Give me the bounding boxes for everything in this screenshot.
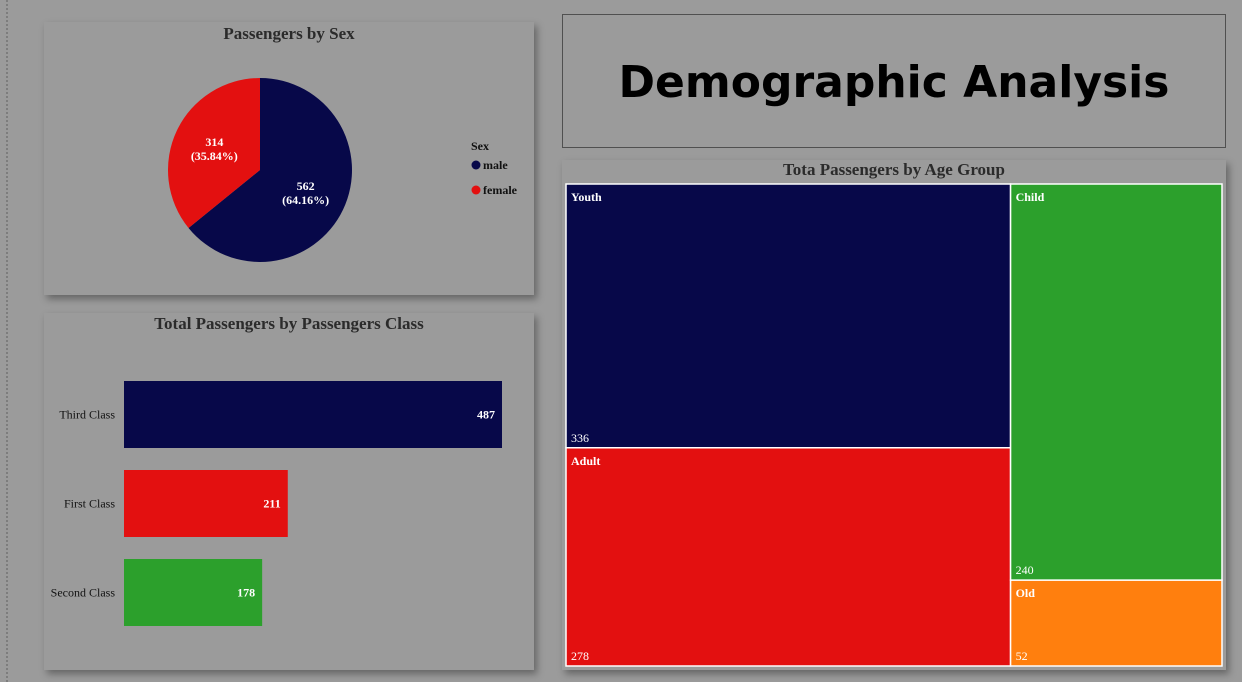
treemap-chart: Youth 336 Adult 278 Child 240 Old 52 <box>565 183 1223 667</box>
treemap-tile-youth[interactable] <box>565 183 1012 449</box>
bar-value-label: 487 <box>477 408 495 422</box>
pie-slice-female[interactable] <box>168 78 260 228</box>
legend-marker-female <box>471 185 481 195</box>
page-left-dotted-border <box>6 0 8 682</box>
legend-marker-male <box>471 160 481 170</box>
bar-category-label: Second Class <box>51 586 116 600</box>
bar-chart-title: Total Passengers by Passengers Class <box>154 314 424 333</box>
treemap-title: Tota Passengers by Age Group <box>783 160 1005 179</box>
bar-value-label: 211 <box>263 497 280 511</box>
pie-data-label-male: 562 (64.16%) <box>282 179 329 207</box>
bar-category-label: First Class <box>64 497 115 511</box>
treemap-tile-adult[interactable] <box>565 447 1012 667</box>
treemap-label-old: Old <box>1016 586 1036 600</box>
treemap-label-youth: Youth <box>571 190 602 204</box>
legend-label-female[interactable]: female <box>483 183 518 197</box>
passengers-by-age-group-panel: Tota Passengers by Age Group Youth 336 Adu… <box>562 160 1226 670</box>
treemap-label-adult: Adult <box>571 454 600 468</box>
treemap-tile-child[interactable] <box>1009 183 1223 581</box>
treemap-value-child: 240 <box>1016 563 1034 577</box>
pie-chart-title: Passengers by Sex <box>223 24 355 43</box>
dashboard-title: Demographic Analysis <box>618 57 1170 108</box>
passengers-by-sex-panel: Passengers by Sex 562 (64.16%) 314 (35.84%)… <box>44 22 534 295</box>
treemap-value-adult: 278 <box>571 649 589 663</box>
bar-first-class[interactable] <box>124 470 288 537</box>
treemap-label-child: Child <box>1016 190 1045 204</box>
dashboard-title-panel: Demographic Analysis <box>562 14 1226 148</box>
pie-data-label-female: 314 (35.84%) <box>191 135 238 163</box>
legend-title: Sex <box>471 139 489 153</box>
bar-second-class[interactable] <box>124 559 263 626</box>
legend-label-male[interactable]: male <box>483 158 508 172</box>
bar-third-class[interactable] <box>124 381 502 448</box>
pie-chart: 562 (64.16%) 314 (35.84%) Sex male female <box>168 78 518 262</box>
pie-slice-male[interactable] <box>188 78 352 262</box>
passengers-by-class-panel: Total Passengers by Passengers Class Thi… <box>44 313 534 670</box>
treemap-tile-old[interactable] <box>1009 579 1223 667</box>
treemap-value-youth: 336 <box>571 431 589 445</box>
bar-value-label: 178 <box>237 586 255 600</box>
bar-chart: Third Class 487 First Class 211 Second Class… <box>51 381 502 626</box>
treemap-value-old: 52 <box>1016 649 1028 663</box>
bar-category-label: Third Class <box>59 408 115 422</box>
